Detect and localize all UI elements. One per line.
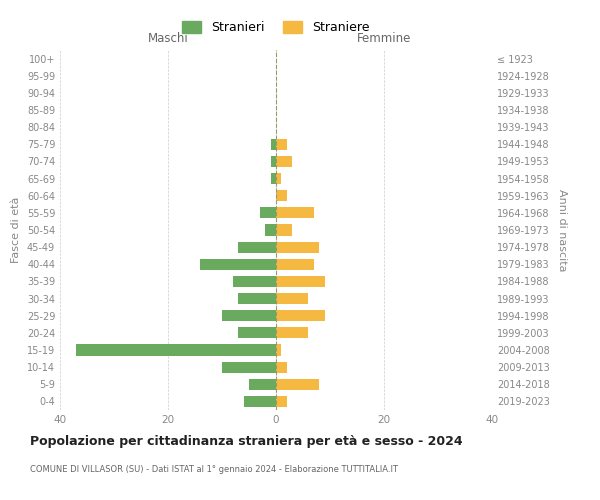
Bar	[260, 208, 276, 218]
Bar	[200, 258, 276, 270]
Bar	[276, 242, 319, 252]
Text: Femmine: Femmine	[357, 32, 411, 45]
Bar	[233, 276, 276, 287]
Bar	[265, 224, 276, 235]
Bar	[276, 293, 308, 304]
Bar	[271, 138, 276, 150]
Bar	[244, 396, 276, 407]
Bar	[276, 156, 292, 167]
Y-axis label: Fasce di età: Fasce di età	[11, 197, 21, 263]
Text: Popolazione per cittadinanza straniera per età e sesso - 2024: Popolazione per cittadinanza straniera p…	[30, 435, 463, 448]
Text: Maschi: Maschi	[148, 32, 188, 45]
Bar	[276, 258, 314, 270]
Y-axis label: Anni di nascita: Anni di nascita	[557, 188, 566, 271]
Bar	[271, 173, 276, 184]
Bar	[271, 156, 276, 167]
Text: COMUNE DI VILLASOR (SU) - Dati ISTAT al 1° gennaio 2024 - Elaborazione TUTTITALI: COMUNE DI VILLASOR (SU) - Dati ISTAT al …	[30, 465, 398, 474]
Bar	[276, 396, 287, 407]
Bar	[276, 328, 308, 338]
Bar	[238, 242, 276, 252]
Bar	[276, 276, 325, 287]
Bar	[276, 208, 314, 218]
Bar	[276, 190, 287, 202]
Bar	[76, 344, 276, 356]
Bar	[238, 293, 276, 304]
Bar	[276, 378, 319, 390]
Bar	[276, 344, 281, 356]
Bar	[222, 362, 276, 372]
Bar	[276, 310, 325, 322]
Bar	[276, 362, 287, 372]
Bar	[249, 378, 276, 390]
Bar	[276, 138, 287, 150]
Bar	[222, 310, 276, 322]
Bar	[276, 173, 281, 184]
Bar	[238, 328, 276, 338]
Bar	[276, 224, 292, 235]
Legend: Stranieri, Straniere: Stranieri, Straniere	[178, 16, 374, 40]
